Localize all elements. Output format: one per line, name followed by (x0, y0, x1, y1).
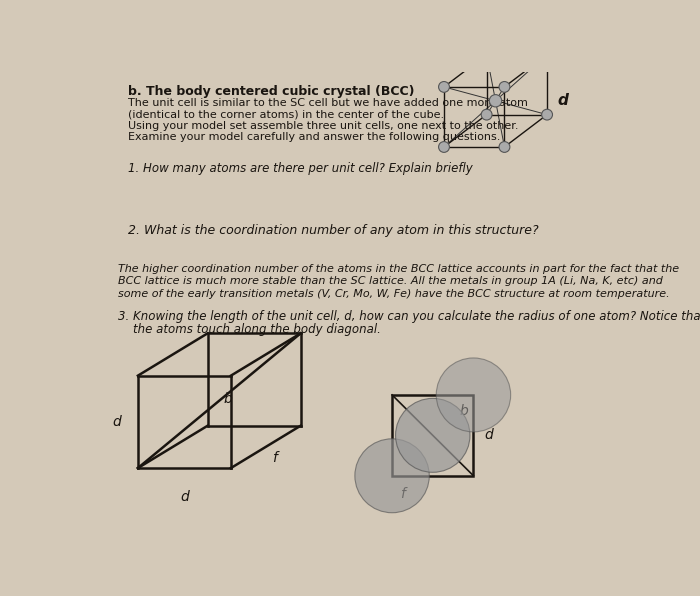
Text: 2. What is the coordination number of any atom in this structure?: 2. What is the coordination number of an… (128, 224, 538, 237)
Text: d: d (112, 415, 121, 429)
Circle shape (439, 82, 449, 92)
Circle shape (542, 109, 552, 120)
Circle shape (542, 49, 552, 60)
Text: b. The body centered cubic crystal (BCC): b. The body centered cubic crystal (BCC) (128, 85, 414, 98)
Text: b: b (459, 404, 468, 418)
Circle shape (481, 49, 492, 60)
Circle shape (439, 142, 449, 153)
Text: b: b (223, 392, 232, 406)
Text: d: d (558, 94, 569, 108)
Circle shape (481, 109, 492, 120)
Text: f: f (400, 486, 405, 501)
Circle shape (489, 95, 502, 107)
Circle shape (436, 358, 510, 432)
Text: d: d (180, 490, 189, 504)
Text: The unit cell is similar to the SC cell but we have added one more atom: The unit cell is similar to the SC cell … (128, 98, 528, 108)
Text: the atoms touch along the body diagonal.: the atoms touch along the body diagonal. (118, 322, 382, 336)
Text: Using your model set assemble three unit cells, one next to the other.: Using your model set assemble three unit… (128, 121, 518, 131)
Text: (identical to the corner atoms) in the center of the cube.: (identical to the corner atoms) in the c… (128, 109, 444, 119)
Text: Examine your model carefully and answer the following questions.: Examine your model carefully and answer … (128, 132, 500, 142)
Text: 1. How many atoms are there per unit cell? Explain briefly: 1. How many atoms are there per unit cel… (128, 162, 472, 175)
Text: 3. Knowing the length of the unit cell, d, how can you calculate the radius of o: 3. Knowing the length of the unit cell, … (118, 311, 700, 323)
Bar (392, 395, 473, 476)
Circle shape (499, 142, 510, 153)
Text: BCC lattice is much more stable than the SC lattice. All the metals in group 1A : BCC lattice is much more stable than the… (118, 277, 664, 286)
Text: f: f (272, 451, 276, 465)
Text: some of the early transition metals (V, Cr, Mo, W, Fe) have the BCC structure at: some of the early transition metals (V, … (118, 288, 670, 299)
Text: d: d (484, 428, 493, 442)
Circle shape (499, 82, 510, 92)
Circle shape (395, 398, 470, 472)
Text: The higher coordination number of the atoms in the BCC lattice accounts in part : The higher coordination number of the at… (118, 264, 680, 274)
Circle shape (355, 439, 429, 513)
